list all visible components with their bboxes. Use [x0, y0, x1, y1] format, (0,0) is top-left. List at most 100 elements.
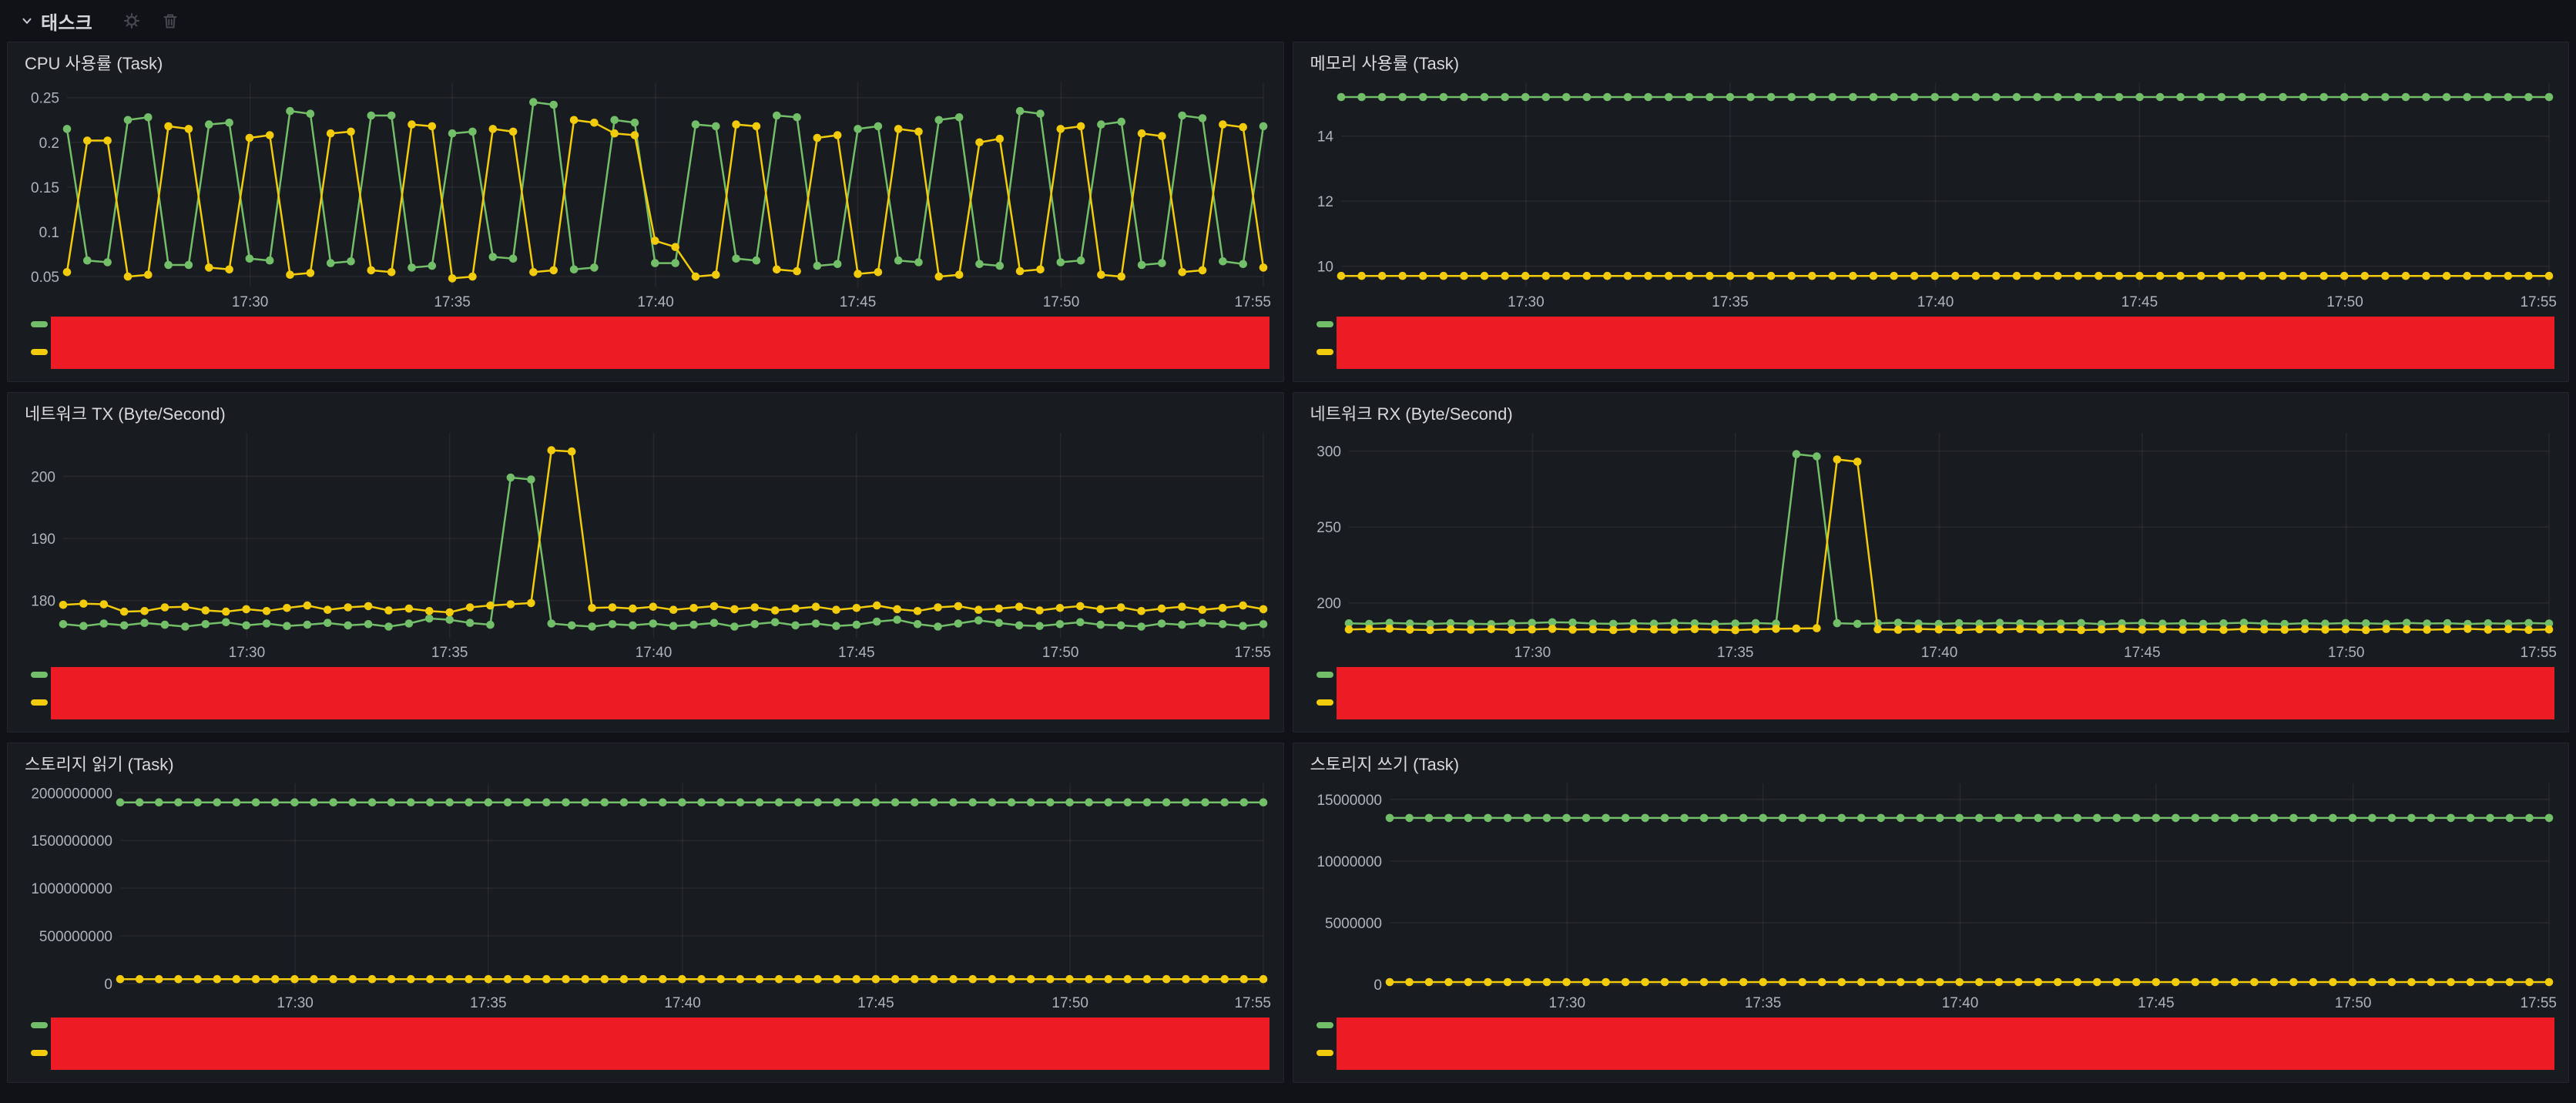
svg-text:17:30: 17:30	[1514, 645, 1551, 661]
svg-text:17:35: 17:35	[1744, 995, 1781, 1011]
svg-text:17:30: 17:30	[1508, 294, 1545, 310]
svg-text:17:30: 17:30	[232, 294, 269, 310]
svg-text:17:35: 17:35	[1716, 645, 1753, 661]
svg-text:500000000: 500000000	[39, 929, 112, 945]
svg-text:17:50: 17:50	[1052, 995, 1088, 1011]
svg-text:17:45: 17:45	[2121, 294, 2158, 310]
svg-text:17:35: 17:35	[434, 294, 471, 310]
row-delete-button[interactable]	[160, 11, 180, 31]
storage-read-plot[interactable]: 0 500000000 1000000000 1500000000 2000000000…	[17, 777, 1274, 1014]
legend	[1303, 1016, 2560, 1076]
legend-swatch-yellow[interactable]	[31, 699, 48, 706]
legend-swatch-green[interactable]	[31, 1022, 48, 1028]
svg-text:17:40: 17:40	[1941, 995, 1978, 1011]
svg-text:17:45: 17:45	[2138, 995, 2175, 1011]
legend-swatches	[1316, 672, 1333, 706]
svg-text:10: 10	[1317, 260, 1333, 276]
svg-text:200: 200	[1317, 596, 1341, 612]
svg-text:17:50: 17:50	[2334, 995, 2371, 1011]
svg-text:300: 300	[1317, 444, 1341, 461]
svg-text:17:45: 17:45	[838, 645, 875, 661]
panel-network-tx: 네트워크 TX (Byte/Second) 180 190 200 17:30 17:3…	[7, 392, 1284, 733]
network-tx-plot[interactable]: 180 190 200 17:30 17:35 17:40 17:45 17:50 17:55	[17, 427, 1274, 664]
svg-text:17:45: 17:45	[840, 294, 877, 310]
svg-text:17:55: 17:55	[1234, 294, 1271, 310]
panel-storage-read: 스토리지 읽기 (Task) 0 500000000 1000000000 15000…	[7, 743, 1284, 1083]
svg-text:17:45: 17:45	[2124, 645, 2161, 661]
legend	[1303, 665, 2560, 726]
memory-usage-chart[interactable]: 10 12 14 17:30 17:35 17:40 17:45 17:50 17:55	[1303, 76, 2560, 313]
panel-title[interactable]: 스토리지 쓰기 (Task)	[1310, 755, 1460, 774]
legend-swatch-yellow[interactable]	[31, 349, 48, 355]
svg-text:0.15: 0.15	[31, 180, 59, 196]
panel-title[interactable]: 메모리 사용률 (Task)	[1310, 54, 1460, 73]
svg-text:17:50: 17:50	[2327, 645, 2364, 661]
legend-swatches	[31, 321, 48, 355]
svg-text:17:40: 17:40	[1917, 294, 1954, 310]
legend-swatches	[31, 672, 48, 706]
panel-title[interactable]: 스토리지 읽기 (Task)	[25, 755, 174, 774]
legend-swatch-yellow[interactable]	[1316, 349, 1333, 355]
legend-swatch-green[interactable]	[1316, 672, 1333, 678]
svg-text:190: 190	[31, 531, 55, 548]
svg-text:0.1: 0.1	[39, 225, 59, 241]
chevron-down-icon	[22, 18, 32, 24]
storage-write-plot[interactable]: 0 5000000 10000000 15000000 17:30 17:35 17:40 1…	[1303, 777, 2560, 1014]
svg-text:17:45: 17:45	[857, 995, 894, 1011]
svg-text:200: 200	[31, 469, 55, 485]
network-rx-plot[interactable]: 200 250 300 17:30 17:35 17:40 17:45 17:50 17:55	[1303, 427, 2560, 664]
network-rx-chart[interactable]: 200 250 300 17:30 17:35 17:40 17:45 17:50 17:55	[1303, 427, 2560, 664]
legend-swatch-green[interactable]	[31, 321, 48, 327]
svg-text:0.05: 0.05	[31, 270, 59, 286]
svg-text:2000000000: 2000000000	[31, 786, 112, 802]
svg-text:10000000: 10000000	[1317, 854, 1382, 870]
svg-text:17:40: 17:40	[1920, 645, 1957, 661]
legend-swatch-yellow[interactable]	[1316, 699, 1333, 706]
panel-title[interactable]: CPU 사용률 (Task)	[25, 54, 163, 73]
panel-title[interactable]: 네트워크 TX (Byte/Second)	[25, 404, 226, 424]
svg-text:17:55: 17:55	[2520, 294, 2557, 310]
storage-read-chart[interactable]: 0 500000000 1000000000 1500000000 2000000000…	[17, 777, 1274, 1014]
panel-cpu-usage: CPU 사용률 (Task) 0.05 0.1 0.15 0.2 0.25 17:30 17…	[7, 42, 1284, 382]
svg-text:17:40: 17:40	[636, 645, 673, 661]
legend-swatch-yellow[interactable]	[31, 1050, 48, 1056]
dashboard-row-header: 태스크	[0, 0, 2576, 42]
legend	[17, 315, 1274, 375]
redacted-legend-labels	[51, 1018, 1270, 1070]
network-tx-chart[interactable]: 180 190 200 17:30 17:35 17:40 17:45 17:50 17:55	[17, 427, 1274, 664]
svg-text:180: 180	[31, 594, 55, 610]
svg-text:250: 250	[1317, 520, 1341, 536]
row-collapse-toggle[interactable]: 태스크	[20, 8, 92, 35]
redacted-legend-labels	[1336, 317, 2554, 369]
storage-write-chart[interactable]: 0 5000000 10000000 15000000 17:30 17:35 17:40 1…	[1303, 777, 2560, 1014]
legend-swatches	[1316, 321, 1333, 355]
panel-memory-usage: 메모리 사용률 (Task) 10 12 14 17:30 17:35 17:40 17:4…	[1292, 42, 2569, 382]
legend-swatch-green[interactable]	[1316, 1022, 1333, 1028]
svg-text:17:35: 17:35	[431, 645, 468, 661]
redacted-legend-labels	[1336, 1018, 2554, 1070]
svg-text:12: 12	[1317, 194, 1333, 210]
svg-text:17:30: 17:30	[1548, 995, 1585, 1011]
legend-swatch-green[interactable]	[31, 672, 48, 678]
legend-swatch-yellow[interactable]	[1316, 1050, 1333, 1056]
row-settings-button[interactable]	[122, 11, 142, 31]
svg-text:14: 14	[1317, 129, 1333, 146]
gear-icon	[124, 12, 140, 29]
svg-text:17:30: 17:30	[277, 995, 314, 1011]
svg-text:0: 0	[104, 977, 112, 993]
memory-usage-plot[interactable]: 10 12 14 17:30 17:35 17:40 17:45 17:50 17:55	[1303, 76, 2560, 313]
svg-text:17:50: 17:50	[1043, 294, 1080, 310]
svg-text:17:55: 17:55	[2520, 995, 2557, 1011]
svg-text:17:50: 17:50	[2326, 294, 2363, 310]
dashboard-grid: CPU 사용률 (Task) 0.05 0.1 0.15 0.2 0.25 17:30 17…	[7, 42, 2569, 1083]
legend-swatches	[1316, 1022, 1333, 1056]
legend	[17, 1016, 1274, 1076]
cpu-usage-chart[interactable]: 0.05 0.1 0.15 0.2 0.25 17:30 17:35 17:40 17:45 17…	[17, 76, 1274, 313]
legend-swatch-green[interactable]	[1316, 321, 1333, 327]
svg-text:17:35: 17:35	[1712, 294, 1749, 310]
panel-title[interactable]: 네트워크 RX (Byte/Second)	[1310, 404, 1513, 424]
redacted-legend-labels	[51, 317, 1270, 369]
legend	[17, 665, 1274, 726]
svg-text:17:30: 17:30	[229, 645, 266, 661]
cpu-usage-plot[interactable]: 0.05 0.1 0.15 0.2 0.25 17:30 17:35 17:40 17:45 17…	[17, 76, 1274, 313]
